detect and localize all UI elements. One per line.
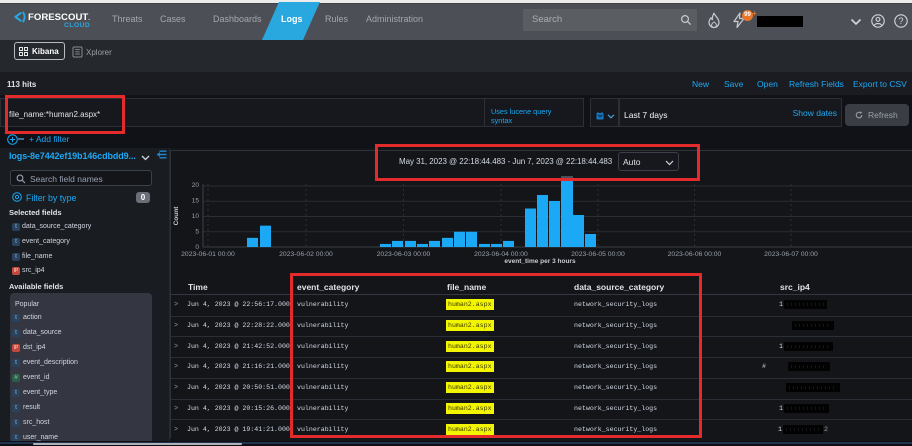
svg-text:2023-06-04 00:00: 2023-06-04 00:00 <box>474 251 528 258</box>
svg-text:2023-06-06 00:00: 2023-06-06 00:00 <box>668 251 722 258</box>
svg-text:10: 10 <box>192 213 200 220</box>
svg-text:2023-06-02 00:00: 2023-06-02 00:00 <box>279 251 333 258</box>
svg-text:20: 20 <box>192 182 200 189</box>
svg-text:event_time per 3 hours: event_time per 3 hours <box>504 258 576 265</box>
svg-text:2023-06-05 00:00: 2023-06-05 00:00 <box>571 251 625 258</box>
svg-text:2023-06-03 00:00: 2023-06-03 00:00 <box>377 251 431 258</box>
svg-text:2023-06-07 00:00: 2023-06-07 00:00 <box>764 251 818 258</box>
svg-text:?: ? <box>898 16 903 26</box>
svg-text:0: 0 <box>195 244 199 251</box>
svg-text:2023-06-01 00:00: 2023-06-01 00:00 <box>181 251 235 258</box>
svg-text:5: 5 <box>195 229 199 236</box>
svg-text:15: 15 <box>192 198 200 205</box>
svg-text:Count: Count <box>173 206 180 226</box>
